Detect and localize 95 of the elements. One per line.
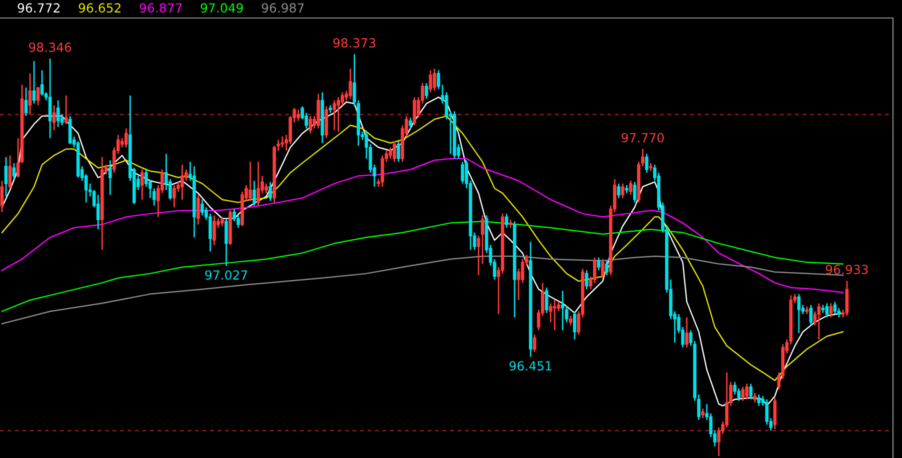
candlestick (8, 154, 12, 190)
candlestick (629, 180, 632, 196)
annotation: 96.933 (826, 264, 868, 274)
candlestick (560, 290, 564, 331)
candlestick (68, 115, 72, 145)
candlestick (745, 382, 748, 400)
candlestick (753, 392, 757, 404)
candlestick (296, 108, 300, 122)
candlestick (4, 156, 8, 198)
candlestick (460, 161, 464, 184)
candlestick (757, 394, 761, 406)
candlestick (621, 182, 624, 199)
annotation: 97.770 (622, 132, 664, 142)
candlestick (480, 214, 484, 265)
candlestick (56, 100, 60, 128)
candlestick (833, 300, 837, 315)
candlestick (597, 256, 600, 272)
candlestick (140, 168, 144, 200)
candlestick (685, 316, 688, 348)
candlestick (605, 260, 608, 276)
candlestick (196, 194, 200, 226)
candlestick (200, 198, 204, 216)
candlestick (476, 235, 480, 276)
candlestick (504, 212, 508, 228)
candlestick (552, 299, 556, 331)
candlestick (40, 70, 44, 96)
text: 96.987 (262, 3, 304, 13)
candlestick (24, 86, 28, 117)
candlestick (424, 82, 428, 100)
candlestick (32, 60, 36, 104)
candlestick (224, 218, 228, 267)
candlestick (825, 302, 829, 318)
candlestick (96, 194, 100, 230)
candlestick (52, 104, 56, 131)
candlestick (809, 304, 813, 326)
candlestick (428, 70, 432, 94)
candlestick (829, 302, 833, 318)
annotation: 96.451 (510, 361, 552, 371)
candlestick (108, 160, 112, 196)
text: 96.652 (78, 3, 120, 13)
candlestick (332, 100, 336, 131)
candlestick (12, 162, 16, 180)
candlestick (701, 408, 704, 419)
candlestick (601, 258, 604, 279)
candlestick (432, 68, 436, 92)
candlestick (845, 280, 849, 316)
candlestick (212, 214, 216, 246)
candlestick (837, 307, 841, 318)
candlestick (48, 58, 52, 139)
text: 96.877 (140, 3, 182, 13)
candlestick (264, 182, 268, 194)
candlestick (544, 286, 548, 314)
candlestick (28, 72, 32, 116)
candlestick (252, 180, 256, 206)
candlestick (280, 136, 284, 148)
candlestick (817, 302, 821, 340)
candlestick (797, 293, 801, 334)
text: 97.049 (200, 3, 243, 13)
candlestick (36, 86, 40, 106)
candlestick (0, 180, 4, 213)
candlestick (773, 397, 777, 430)
annotation: 97.027 (205, 270, 248, 280)
candlestick (336, 96, 340, 132)
candlestick (124, 128, 128, 148)
candlestick (436, 70, 440, 90)
candlestick (172, 184, 176, 208)
candlestick (584, 270, 588, 290)
candlestick (741, 386, 744, 402)
annotation: 98.373 (333, 38, 376, 48)
candlestick (348, 68, 352, 100)
candlestick (408, 116, 412, 130)
candlestick (308, 115, 312, 134)
text: 96.772 (18, 3, 60, 13)
candlestick (392, 140, 396, 163)
candlestick (412, 96, 416, 126)
candlestick (532, 334, 536, 353)
candlestick (180, 164, 184, 200)
candlestick (120, 137, 124, 148)
candlestick (617, 182, 620, 199)
candlestick (248, 161, 252, 202)
candlestick (380, 154, 384, 188)
candlestick (633, 181, 636, 204)
candlestick (645, 153, 648, 174)
candlestick (572, 310, 576, 340)
candlestick (749, 382, 752, 400)
candlestick (268, 181, 272, 202)
candlestick (444, 92, 448, 120)
candlestick (396, 140, 400, 163)
candlestick (64, 94, 68, 125)
candlestick (388, 146, 392, 160)
candlestick (568, 315, 572, 326)
candlestick (256, 161, 260, 206)
candlestick (220, 216, 224, 227)
candlestick (16, 137, 20, 178)
annotation: 98.346 (28, 42, 72, 52)
